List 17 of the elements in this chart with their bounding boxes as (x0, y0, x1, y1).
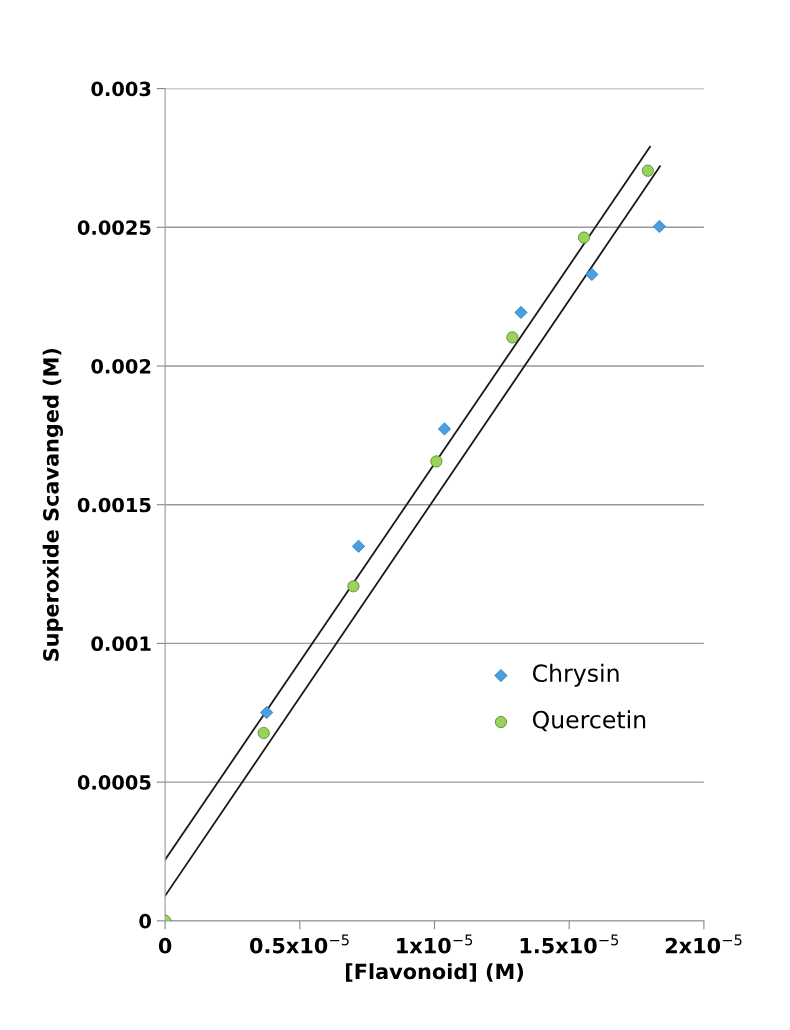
x-axis-title: [Flavonoid] (M) (345, 963, 523, 982)
x-tick-label: 1x10$^{−5}$ (397, 934, 473, 954)
x-tick-label: 2x10$^{−5}$ (665, 934, 742, 954)
y-tick-label: 0.0005 (77, 775, 151, 790)
y-tick-label: 0.0025 (77, 220, 151, 235)
y-tick-label: 0.002 (91, 358, 151, 374)
y-tick-label: 0.001 (91, 636, 151, 652)
y-axis-title: Superoxide Scavanged (M) (42, 348, 63, 661)
y-tick-label: 0.003 (91, 81, 151, 97)
legend-label: Quercetin (532, 710, 646, 732)
point (652, 219, 667, 234)
y-tick-label: 0 (139, 913, 151, 929)
legend-label: Chrysin (532, 663, 619, 687)
x-tick-label: 0 (158, 937, 172, 954)
x-tick-label: 1.5x10$^{−5}$ (520, 934, 619, 954)
x-tick-label: 0.5x10$^{−5}$ (249, 934, 349, 954)
y-tick-label: 0.0015 (77, 497, 151, 513)
